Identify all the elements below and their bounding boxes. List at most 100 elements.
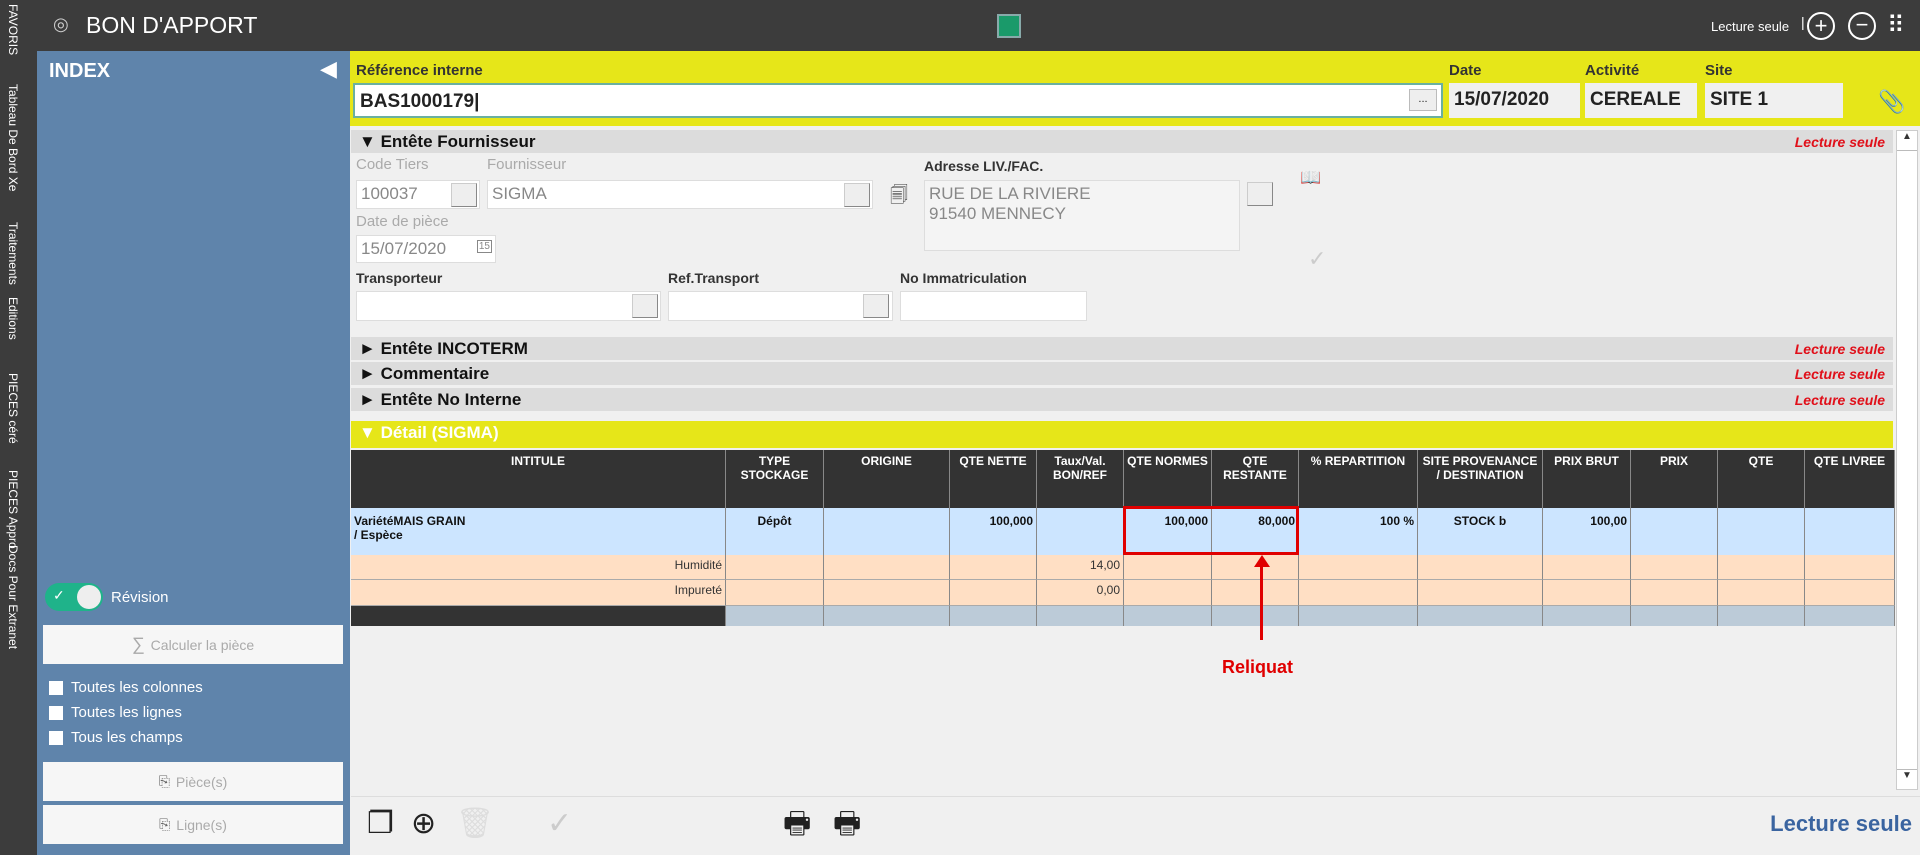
address-field[interactable]: RUE DE LA RIVIERE 91540 MENNECY — [924, 180, 1240, 251]
table-cell[interactable] — [726, 580, 824, 606]
table-cell[interactable] — [1124, 580, 1212, 606]
column-header[interactable]: INTITULE — [351, 450, 726, 508]
zoom-in-icon[interactable]: + — [1807, 12, 1835, 40]
section-no-interne[interactable]: ► Entête No Interne Lecture seule — [351, 388, 1893, 411]
copy-document-icon[interactable]: 🗐 — [890, 185, 908, 205]
table-cell[interactable] — [1299, 580, 1418, 606]
pieces-button[interactable]: ⎘ Pièce(s) — [43, 762, 343, 801]
ref-browse-button[interactable]: ... — [1409, 89, 1437, 111]
table-cell[interactable] — [1299, 606, 1418, 626]
trash-icon[interactable]: 🗑 — [456, 807, 495, 840]
code-tiers-button[interactable] — [451, 183, 477, 207]
table-cell[interactable]: Impureté — [351, 580, 726, 606]
column-header[interactable]: PRIX BRUT — [1543, 450, 1631, 508]
address-button[interactable] — [1247, 182, 1273, 206]
table-cell[interactable] — [1718, 508, 1805, 555]
vertical-scrollbar[interactable]: ▲ ▼ — [1896, 130, 1918, 790]
table-cell[interactable] — [824, 580, 950, 606]
nav-item[interactable]: Editions — [6, 297, 20, 340]
table-cell[interactable] — [1631, 580, 1718, 606]
table-cell[interactable]: 14,00 — [1037, 555, 1124, 580]
print-icon[interactable]: 🖶 — [783, 807, 812, 840]
table-cell[interactable] — [1037, 606, 1124, 626]
table-cell[interactable] — [1631, 555, 1718, 580]
immat-input[interactable] — [900, 291, 1087, 321]
eye-icon[interactable]: ◎ — [53, 14, 69, 34]
table-cell[interactable] — [950, 606, 1037, 626]
checkbox-all-lines[interactable]: Toutes les lignes — [49, 704, 182, 721]
column-header[interactable]: % REPARTITION — [1299, 450, 1418, 508]
section-commentaire[interactable]: ► Commentaire Lecture seule — [351, 362, 1893, 385]
table-cell[interactable] — [1631, 606, 1718, 626]
column-header[interactable]: TYPE STOCKAGE — [726, 450, 824, 508]
table-cell[interactable] — [1418, 580, 1543, 606]
table-cell[interactable] — [1805, 508, 1895, 555]
column-header[interactable]: QTE RESTANTE — [1212, 450, 1299, 508]
print-export-icon[interactable]: 🖶 — [833, 807, 862, 840]
table-cell[interactable] — [824, 606, 950, 626]
calculate-button[interactable]: ∑ Calculer la pièce — [43, 625, 343, 664]
transporteur-button[interactable] — [632, 294, 658, 318]
ref-input[interactable]: BAS1000179| ... — [353, 83, 1443, 118]
table-cell[interactable] — [1718, 580, 1805, 606]
table-cell[interactable] — [1718, 555, 1805, 580]
table-cell[interactable] — [1631, 508, 1718, 555]
column-header[interactable]: QTE — [1718, 450, 1805, 508]
ref-transport-button[interactable] — [863, 294, 889, 318]
table-cell[interactable] — [1037, 508, 1124, 555]
table-cell[interactable]: 100,00 — [1543, 508, 1631, 555]
table-cell[interactable] — [726, 606, 824, 626]
section-incoterm[interactable]: ► Entête INCOTERM Lecture seule — [351, 337, 1893, 360]
section-fournisseur[interactable]: ▼ Entête Fournisseur Lecture seule — [351, 130, 1893, 153]
checkbox-all-columns[interactable]: Toutes les colonnes — [49, 679, 203, 696]
table-cell[interactable] — [351, 606, 726, 626]
book-icon[interactable]: 📖 — [1300, 168, 1322, 187]
revision-toggle[interactable]: ✓ — [45, 583, 103, 611]
calendar-icon[interactable]: 15 — [476, 240, 492, 253]
table-cell[interactable] — [1418, 606, 1543, 626]
site-field[interactable]: SITE 1 — [1705, 83, 1843, 118]
ref-transport-input[interactable] — [668, 291, 893, 321]
column-header[interactable]: QTE LIVREE — [1805, 450, 1895, 508]
date-field[interactable]: 15/07/2020 — [1449, 83, 1580, 118]
column-header[interactable]: PRIX — [1631, 450, 1718, 508]
column-header[interactable]: SITE PROVENANCE / DESTINATION — [1418, 450, 1543, 508]
table-cell[interactable]: 80,000 — [1212, 508, 1299, 555]
activity-field[interactable]: CEREALE — [1585, 83, 1697, 118]
table-cell[interactable] — [1212, 580, 1299, 606]
table-cell[interactable]: 0,00 — [1037, 580, 1124, 606]
table-row[interactable]: Impureté 0,00 — [351, 580, 1895, 606]
table-cell[interactable]: Dépôt — [726, 508, 824, 555]
table-cell[interactable] — [950, 580, 1037, 606]
table-cell[interactable] — [1543, 580, 1631, 606]
zoom-out-icon[interactable]: − — [1848, 12, 1876, 40]
table-cell[interactable] — [1718, 606, 1805, 626]
nav-item[interactable]: Docs Pour Extranet — [6, 545, 20, 650]
check-circle-icon[interactable]: ✓ — [1308, 246, 1327, 271]
duplicate-icon[interactable]: ❐ — [367, 807, 394, 840]
table-cell[interactable] — [824, 555, 950, 580]
collapse-triangle-icon[interactable]: ◀ — [320, 56, 337, 81]
table-cell[interactable] — [1124, 555, 1212, 580]
nav-item[interactable]: FAVORIS — [6, 4, 20, 56]
table-cell[interactable]: 100,000 — [950, 508, 1037, 555]
column-header[interactable]: QTE NORMES — [1124, 450, 1212, 508]
table-cell[interactable] — [1543, 606, 1631, 626]
nav-item[interactable]: Traitements — [6, 222, 20, 285]
table-cell[interactable] — [1805, 606, 1895, 626]
date-piece-input[interactable]: 15/07/2020 15 — [356, 235, 496, 263]
table-cell[interactable] — [950, 555, 1037, 580]
add-circle-icon[interactable]: ⊕ — [411, 807, 437, 840]
table-cell[interactable]: STOCK b — [1418, 508, 1543, 555]
table-row[interactable]: Humidité 14,00 — [351, 555, 1895, 580]
nav-item[interactable]: PIECES Appro — [6, 470, 20, 549]
apps-grid-icon[interactable]: ⠿ — [1887, 12, 1905, 39]
fournisseur-button[interactable] — [844, 183, 870, 207]
table-cell[interactable]: Humidité — [351, 555, 726, 580]
nav-item[interactable]: PIECES céré — [6, 373, 20, 444]
table-cell[interactable] — [726, 555, 824, 580]
paperclip-icon[interactable]: 📎 — [1878, 89, 1906, 114]
table-cell[interactable]: 100 % — [1299, 508, 1418, 555]
table-cell[interactable]: VariétéMAIS GRAIN / Espèce — [351, 508, 726, 555]
table-cell[interactable] — [824, 508, 950, 555]
